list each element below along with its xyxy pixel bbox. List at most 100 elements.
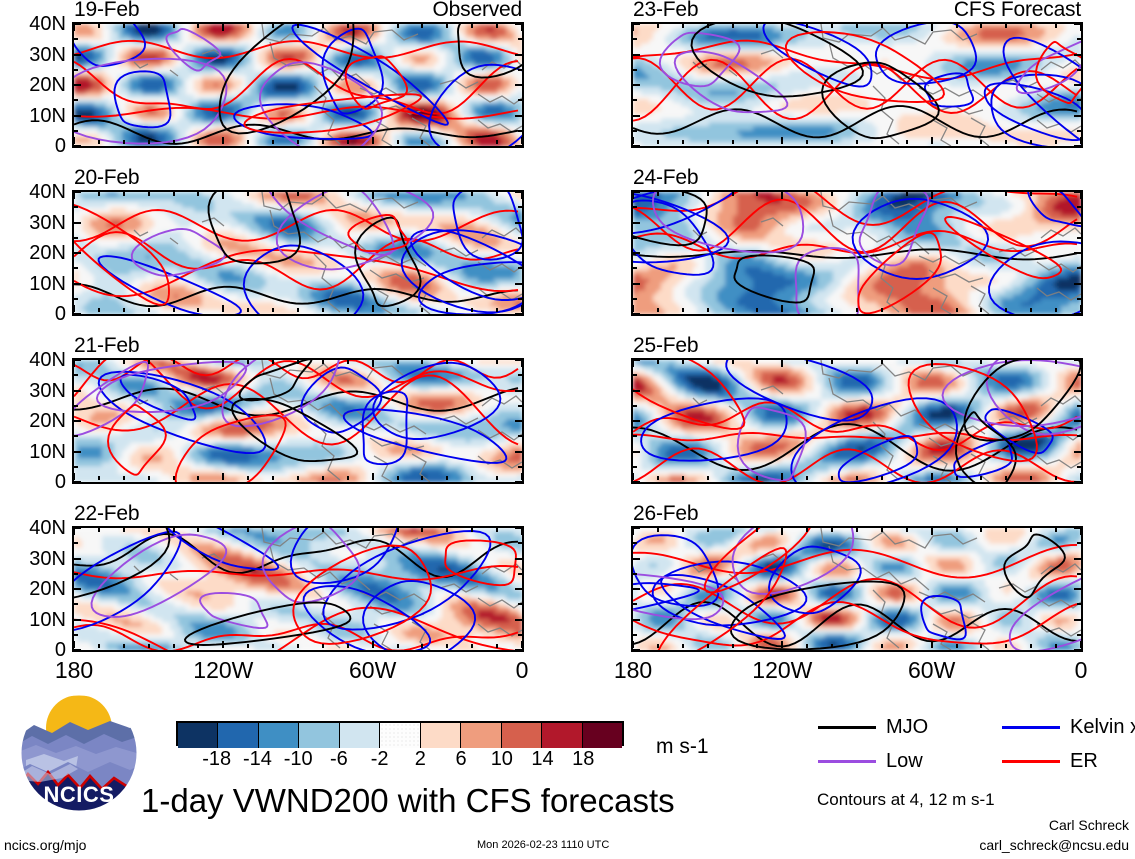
y-axis-tick <box>633 359 640 361</box>
x-axis-minor-tick <box>272 476 275 480</box>
plot-area <box>72 22 524 148</box>
y-axis-tick <box>515 359 522 361</box>
x-axis-minor-tick <box>831 360 834 364</box>
y-axis-tick <box>633 527 640 529</box>
x-axis-minor-tick <box>1030 644 1033 648</box>
x-axis-minor-tick <box>731 476 734 480</box>
x-axis-minor-tick <box>122 24 125 28</box>
x-axis-minor-tick <box>97 140 100 144</box>
y-axis-tick-label: 0 <box>0 640 66 660</box>
x-axis-minor-tick <box>1005 476 1008 480</box>
x-axis-tick <box>371 528 374 535</box>
y-axis-tick <box>74 557 81 560</box>
x-axis-tick <box>930 528 933 535</box>
x-axis-minor-tick <box>247 644 250 648</box>
x-axis-minor-tick <box>321 476 324 480</box>
x-axis-tick <box>930 641 933 648</box>
x-axis-minor-tick <box>1055 528 1058 532</box>
x-axis-minor-tick <box>247 476 250 480</box>
coastlines <box>692 528 1081 650</box>
x-axis-minor-tick <box>681 140 684 144</box>
x-axis-minor-tick <box>446 644 449 648</box>
x-axis-minor-tick <box>346 644 349 648</box>
x-axis-minor-tick <box>147 24 150 28</box>
x-axis-minor-tick <box>321 360 324 364</box>
y-axis-minor-tick <box>74 297 78 300</box>
x-axis-minor-tick <box>396 192 399 196</box>
x-axis-minor-tick <box>172 476 175 480</box>
x-axis-minor-tick <box>471 24 474 28</box>
x-axis-minor-tick <box>656 308 659 312</box>
x-axis-minor-tick <box>706 192 709 196</box>
y-axis-minor-tick <box>1077 206 1081 209</box>
x-axis-minor-tick <box>756 308 759 312</box>
x-axis-minor-tick <box>980 644 983 648</box>
y-axis-tick <box>515 191 522 193</box>
x-axis-minor-tick <box>321 308 324 312</box>
y-axis-minor-tick <box>518 68 522 71</box>
x-axis-minor-tick <box>831 308 834 312</box>
x-axis-minor-tick <box>297 24 299 28</box>
x-axis-tick <box>632 641 634 648</box>
y-axis-minor-tick <box>633 603 637 606</box>
y-axis-minor-tick <box>633 542 637 545</box>
y-axis-tick <box>515 114 522 117</box>
map-panel-24-feb: 24-Feb <box>631 167 1083 316</box>
x-axis-minor-tick <box>1005 360 1008 364</box>
y-axis-minor-tick <box>518 236 522 239</box>
x-axis-minor-tick <box>756 140 759 144</box>
x-axis-minor-tick <box>122 192 125 196</box>
y-axis-tick <box>515 420 522 422</box>
x-axis-minor-tick <box>806 192 809 196</box>
x-axis-minor-tick <box>955 644 958 648</box>
x-axis-minor-tick <box>806 528 809 532</box>
x-axis-minor-tick <box>346 140 349 144</box>
x-axis-minor-tick <box>656 528 659 532</box>
x-axis-minor-tick <box>297 192 299 196</box>
y-axis-tick <box>633 389 640 392</box>
legend-label: Kelvin x2 <box>1070 717 1135 737</box>
coastlines <box>133 360 522 482</box>
y-axis-minor-tick <box>518 572 522 575</box>
y-axis-tick <box>1074 252 1081 254</box>
x-axis-minor-tick <box>197 360 200 364</box>
map-panel-22-feb: 22-Feb <box>72 503 524 652</box>
x-axis-minor-tick <box>197 528 200 532</box>
y-axis-tick <box>1074 588 1081 590</box>
y-axis-tick <box>1074 84 1081 86</box>
y-axis-tick <box>633 145 640 147</box>
y-axis-tick <box>633 649 640 651</box>
x-axis-minor-tick <box>446 360 449 364</box>
colorbar-swatch <box>420 723 462 748</box>
y-axis-tick-label: 40N <box>0 350 66 370</box>
x-axis-minor-tick <box>446 140 449 144</box>
ncics-logo: NCICS <box>18 692 140 814</box>
x-axis-tick <box>73 305 75 312</box>
x-axis-tick <box>1080 641 1082 648</box>
x-axis-tick <box>781 24 784 31</box>
x-axis-tick <box>222 192 225 199</box>
x-axis-minor-tick <box>756 24 759 28</box>
y-axis-minor-tick <box>74 435 78 438</box>
x-axis-minor-tick <box>681 308 684 312</box>
x-axis-minor-tick <box>806 476 809 480</box>
x-axis-minor-tick <box>346 24 349 28</box>
colorbar-swatch <box>339 723 381 748</box>
legend-label: ER <box>1070 751 1098 771</box>
x-axis-minor-tick <box>496 24 499 28</box>
x-axis-tick <box>632 137 634 144</box>
y-axis-minor-tick <box>518 435 522 438</box>
x-axis-minor-tick <box>147 360 150 364</box>
x-axis-minor-tick <box>1030 476 1033 480</box>
x-axis-minor-tick <box>272 140 275 144</box>
x-axis-tick <box>632 192 634 199</box>
y-axis-minor-tick <box>633 404 637 407</box>
y-axis-minor-tick <box>633 267 637 270</box>
x-axis-minor-tick <box>97 360 100 364</box>
site-url[interactable]: ncics.org/mjo <box>4 838 86 852</box>
x-axis-minor-tick <box>756 644 759 648</box>
y-axis-tick <box>633 313 640 315</box>
panel-date-label: 23-Feb <box>633 0 699 20</box>
x-axis-minor-tick <box>831 24 834 28</box>
x-axis-minor-tick <box>247 360 250 364</box>
